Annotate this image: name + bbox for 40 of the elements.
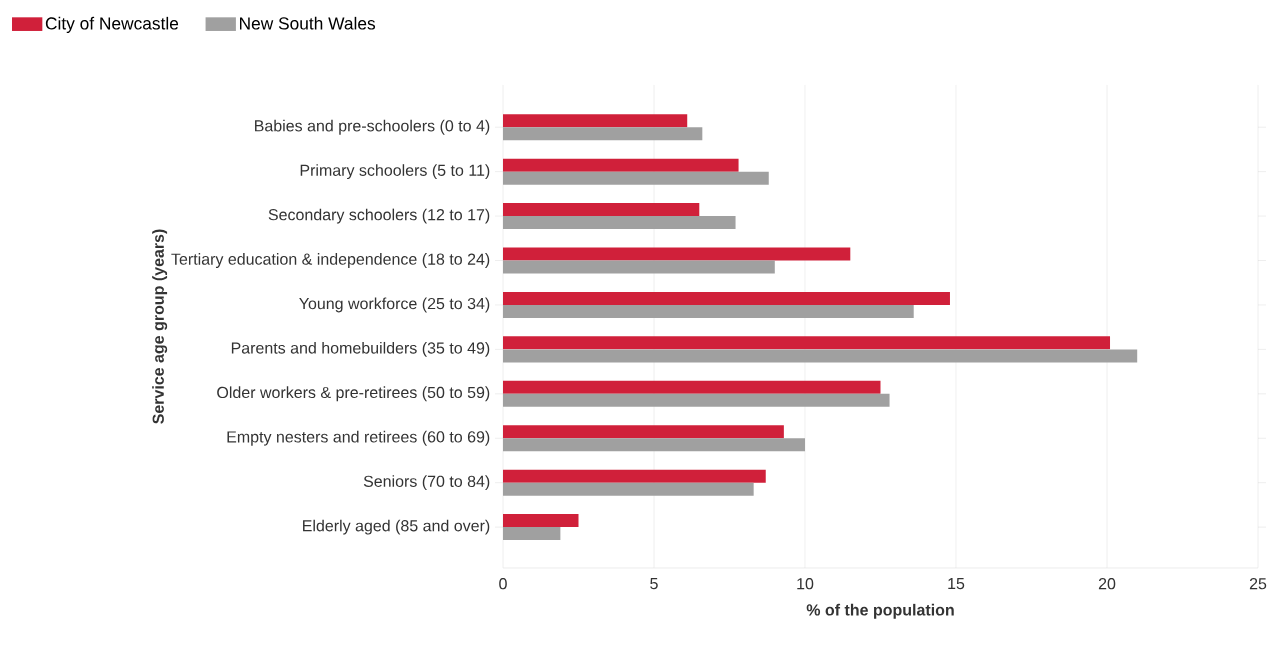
y-tick-label: Secondary schoolers (12 to 17) bbox=[268, 208, 490, 224]
bar bbox=[503, 380, 881, 394]
bar bbox=[503, 216, 736, 230]
bar bbox=[503, 158, 739, 172]
x-tick-label: 10 bbox=[797, 578, 814, 590]
x-tick-label: 15 bbox=[948, 578, 965, 590]
bar bbox=[503, 393, 890, 407]
bar bbox=[503, 438, 805, 452]
x-tick-label: 0 bbox=[499, 578, 507, 590]
bar bbox=[503, 349, 1138, 363]
bar bbox=[503, 203, 700, 217]
y-tick-label: Primary schoolers (5 to 11) bbox=[300, 164, 490, 180]
bar bbox=[503, 127, 703, 141]
x-tick-label: 20 bbox=[1098, 578, 1116, 590]
y-axis-title: Service age group (years) bbox=[152, 229, 168, 424]
x-tick-label: 25 bbox=[1249, 578, 1267, 590]
y-tick-label: Elderly aged (85 and over) bbox=[303, 519, 490, 535]
bar bbox=[503, 304, 914, 318]
x-axis-title: % of the population bbox=[806, 603, 954, 619]
y-tick-label: Babies and pre-schoolers (0 to 4) bbox=[255, 119, 490, 135]
y-tick-label: Parents and homebuilders (35 to 49) bbox=[231, 341, 490, 357]
bar bbox=[503, 425, 784, 439]
bar bbox=[503, 114, 688, 128]
bar bbox=[503, 336, 1111, 350]
bar bbox=[503, 482, 754, 496]
bar bbox=[503, 291, 950, 305]
y-tick-label: Seniors (70 to 84) bbox=[363, 475, 490, 491]
bar bbox=[503, 247, 851, 261]
bar bbox=[503, 514, 579, 528]
y-tick-label: Older workers & pre-retirees (50 to 59) bbox=[217, 386, 490, 402]
y-tick-label: Empty nesters and retirees (60 to 69) bbox=[227, 430, 490, 446]
bar bbox=[503, 171, 769, 185]
legend-label: New South Wales bbox=[240, 16, 376, 30]
bar bbox=[503, 527, 561, 541]
bar bbox=[503, 469, 766, 483]
x-tick-label: 5 bbox=[650, 578, 658, 590]
y-tick-label: Tertiary education & independence (18 to 24) bbox=[171, 253, 490, 268]
bar bbox=[503, 260, 775, 274]
y-tick-label: Young workforce (25 to 34) bbox=[299, 297, 490, 313]
legend-label: City of Newcastle bbox=[45, 16, 179, 34]
